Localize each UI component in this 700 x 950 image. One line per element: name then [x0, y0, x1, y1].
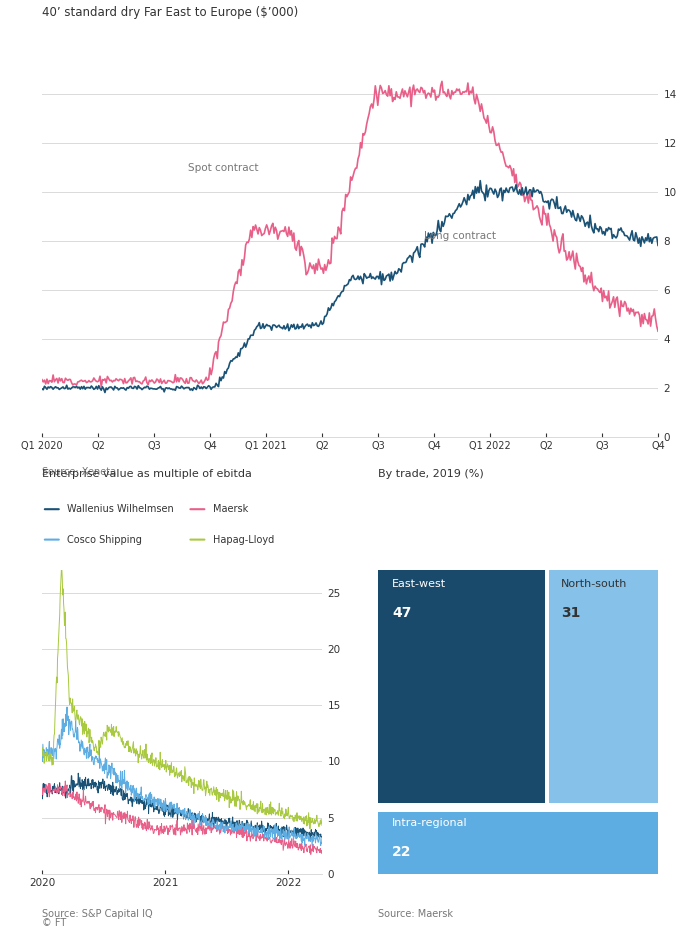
Text: © FT: © FT	[42, 919, 66, 928]
Text: Wallenius Wilhelmsen: Wallenius Wilhelmsen	[67, 504, 174, 514]
Text: Cosco Shipping: Cosco Shipping	[67, 535, 142, 544]
Text: 22: 22	[392, 846, 412, 859]
Text: 31: 31	[561, 606, 580, 620]
Text: Enterprise value as multiple of ebitda: Enterprise value as multiple of ebitda	[42, 468, 252, 479]
Text: 47: 47	[392, 606, 412, 620]
Text: Intra-regional: Intra-regional	[392, 818, 468, 827]
Text: 40’ standard dry Far East to Europe ($’000): 40’ standard dry Far East to Europe ($’0…	[42, 6, 298, 19]
Text: North-south: North-south	[561, 580, 627, 589]
Text: Spot contract: Spot contract	[188, 163, 259, 173]
Text: By trade, 2019 (%): By trade, 2019 (%)	[378, 468, 484, 479]
Bar	[549, 570, 658, 803]
Text: Hapag-Lloyd: Hapag-Lloyd	[213, 535, 274, 544]
Bar	[378, 811, 658, 874]
Bar	[378, 570, 545, 803]
Text: East-west: East-west	[392, 580, 446, 589]
Text: Source: Maersk: Source: Maersk	[378, 908, 453, 919]
Text: Source: S&P Capital IQ: Source: S&P Capital IQ	[42, 908, 153, 919]
Text: Maersk: Maersk	[213, 504, 248, 514]
Text: Long contract: Long contract	[424, 232, 496, 241]
Text: Source: Xeneta: Source: Xeneta	[42, 467, 116, 477]
